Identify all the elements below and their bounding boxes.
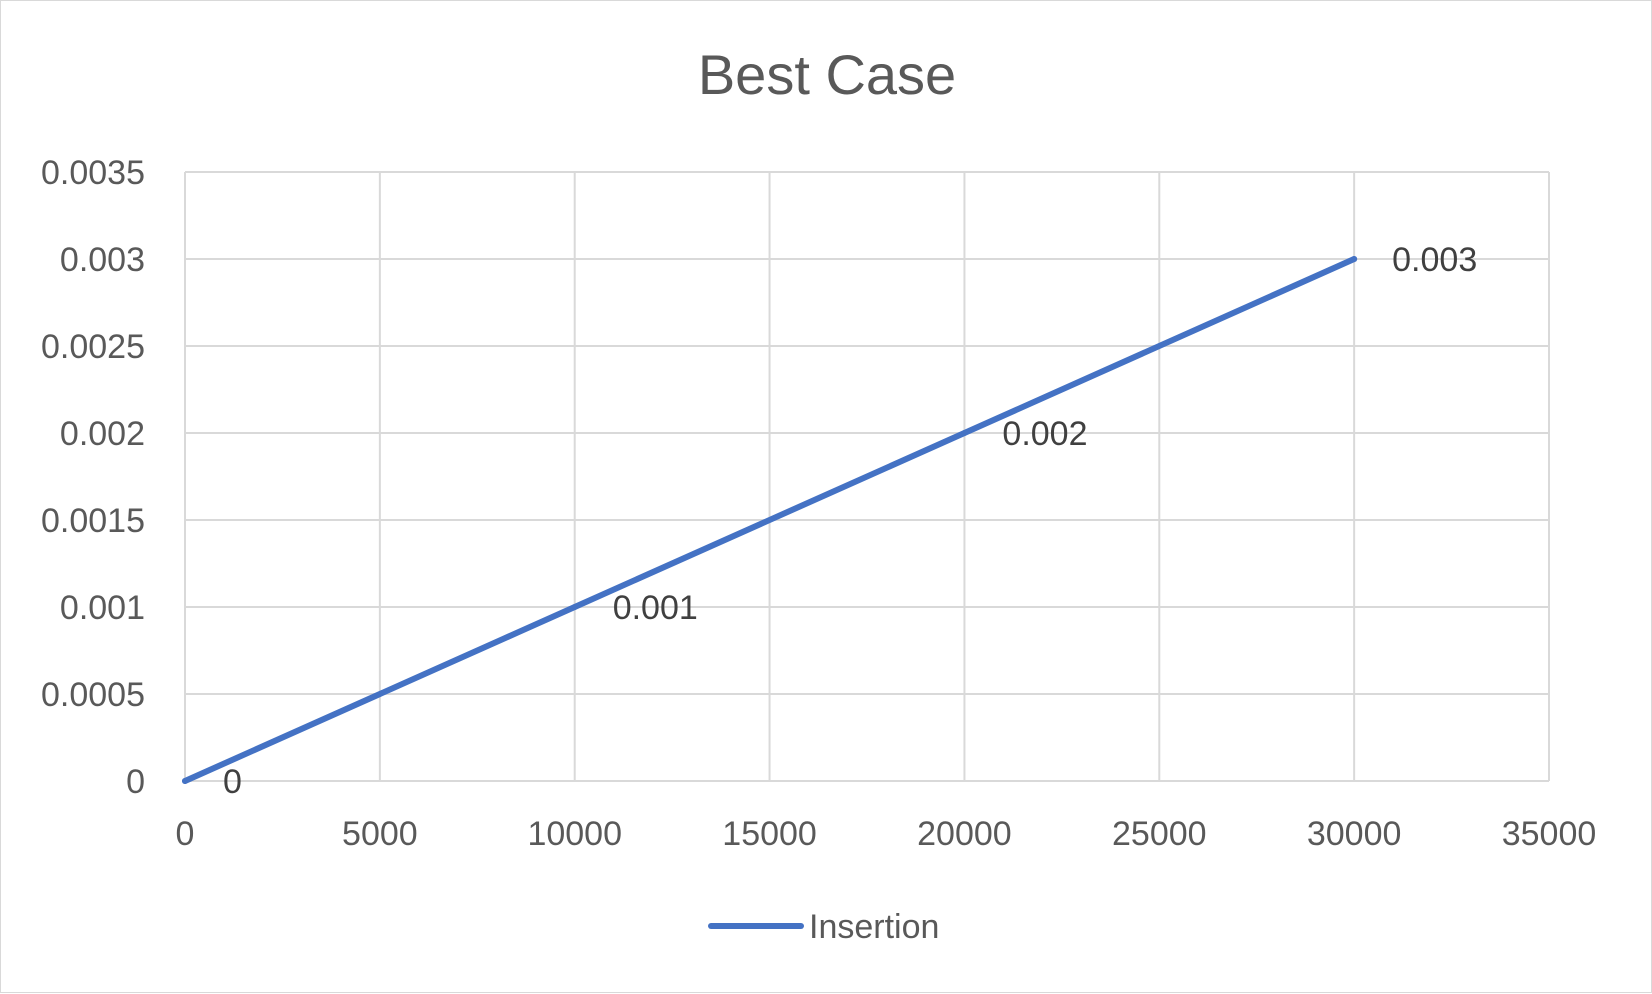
data-point — [961, 430, 968, 436]
x-tick-label: 20000 — [917, 815, 1012, 853]
legend-label: Insertion — [809, 908, 939, 946]
y-tick-label: 0.0005 — [41, 676, 145, 714]
data-point — [1351, 256, 1358, 262]
y-tick-label: 0.001 — [60, 589, 145, 627]
x-tick-label: 5000 — [342, 815, 418, 853]
series-line — [182, 256, 1358, 784]
x-tick-label: 35000 — [1502, 815, 1597, 853]
data-labels: 0 0.001 0.002 0.003 — [223, 241, 1477, 801]
y-tick-label: 0 — [126, 763, 145, 801]
grid — [184, 171, 1550, 782]
legend: Insertion — [708, 908, 939, 946]
data-point — [182, 778, 188, 784]
data-label: 0 — [223, 763, 242, 801]
axis-tick-labels: 00.00050.0010.00150.0020.00250.0030.0035… — [41, 154, 1596, 853]
data-label: 0.003 — [1392, 241, 1477, 279]
y-tick-label: 0.0015 — [41, 502, 145, 540]
chart-title: Best Case — [698, 43, 956, 106]
x-tick-label: 0 — [176, 815, 195, 853]
y-tick-label: 0.002 — [60, 415, 145, 453]
data-point — [571, 604, 578, 610]
y-tick-label: 0.003 — [60, 241, 145, 279]
series-layer — [182, 256, 1358, 784]
data-label: 0.002 — [1002, 415, 1087, 453]
x-tick-label: 15000 — [722, 815, 817, 853]
x-tick-label: 25000 — [1112, 815, 1207, 853]
x-tick-label: 30000 — [1307, 815, 1402, 853]
y-tick-label: 0.0025 — [41, 328, 145, 366]
data-label: 0.001 — [613, 589, 698, 627]
x-tick-label: 10000 — [527, 815, 622, 853]
y-tick-label: 0.0035 — [41, 154, 145, 192]
